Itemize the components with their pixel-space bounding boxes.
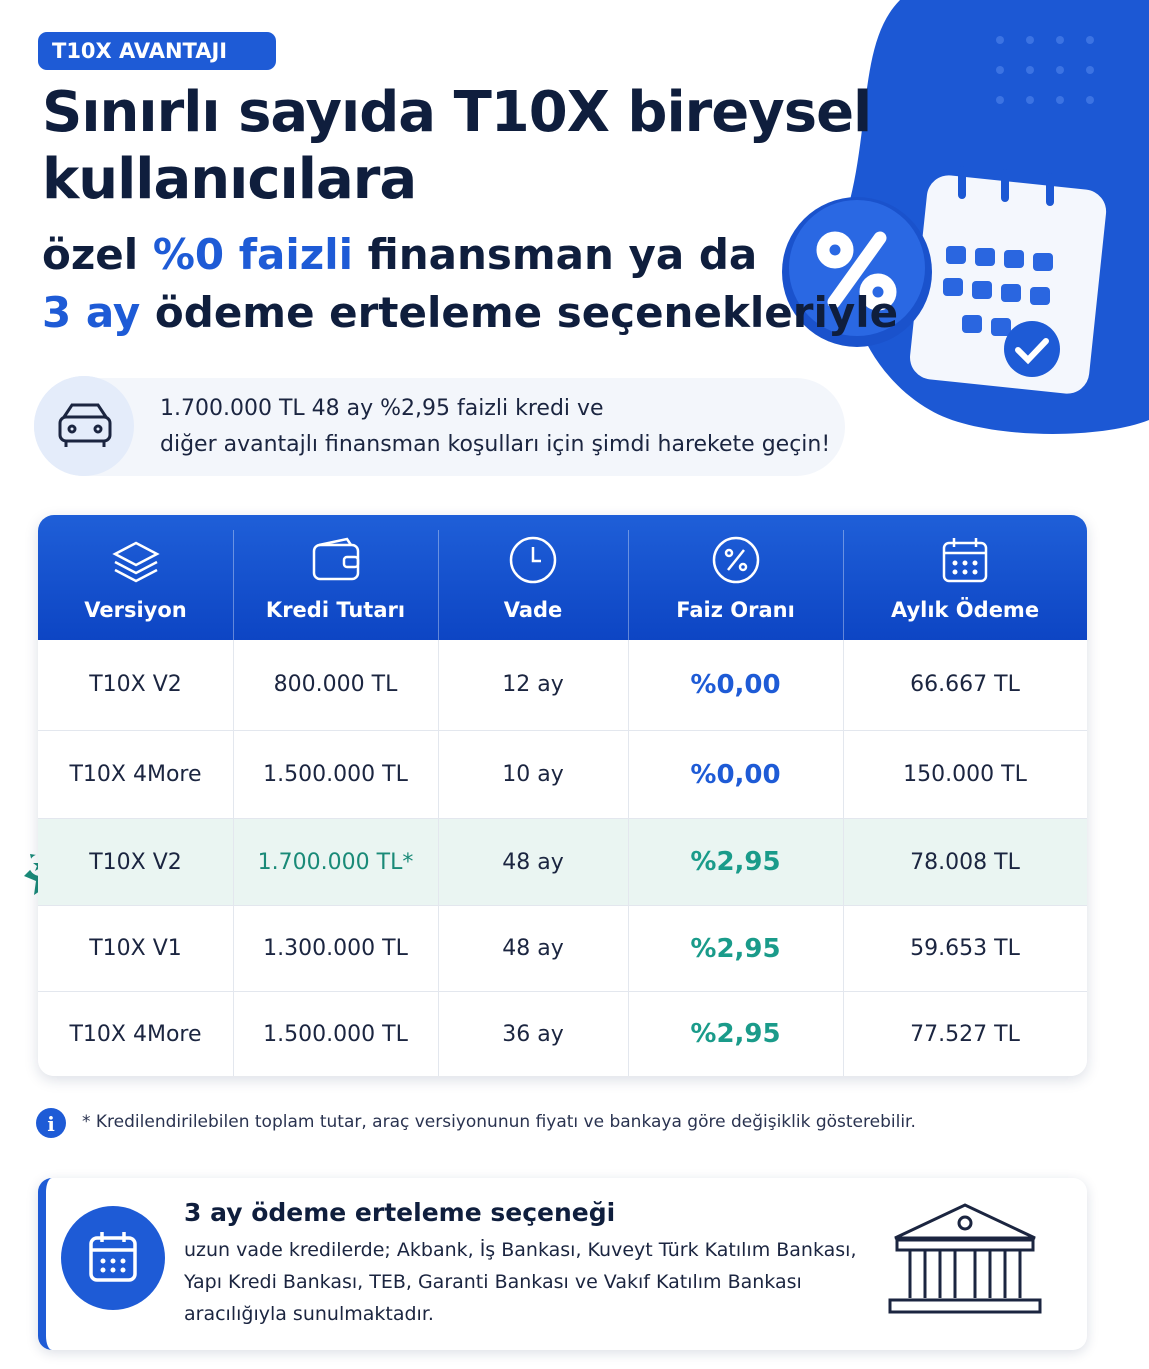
- divider: [438, 992, 439, 1076]
- deferral-text: Yapı Kredi Bankası, TEB, Garanti Bankası…: [184, 1271, 802, 1293]
- table-cell: T10X V1: [89, 936, 182, 961]
- subtitle: 3 ay ödeme erteleme seçenekleriyle: [42, 288, 898, 337]
- divider: [438, 819, 439, 906]
- rate-cell: %2,95: [690, 1019, 781, 1049]
- deferral-title: 3 ay ödeme erteleme seçeneği: [184, 1198, 616, 1227]
- deferral-text: uzun vade kredilerde; Akbank, İş Bankası…: [184, 1239, 857, 1261]
- table-cell: 66.667 TL: [910, 672, 1020, 697]
- header-icon: [942, 538, 988, 583]
- divider: [843, 819, 844, 906]
- divider: [233, 906, 234, 992]
- divider: [843, 906, 844, 992]
- table-cell: T10X 4More: [69, 762, 202, 787]
- table-cell: 48 ay: [502, 850, 564, 875]
- table-row: T10X V2 800.000 TL 12 ay %0,00 66.667 TL: [38, 640, 1087, 730]
- header-icon: [509, 536, 557, 584]
- divider: [233, 640, 234, 730]
- deferral-card: [38, 1178, 1087, 1350]
- table-cell: 77.527 TL: [910, 1022, 1020, 1047]
- table-cell: 12 ay: [502, 672, 564, 697]
- info-text: diğer avantajlı finansman koşulları için…: [160, 432, 831, 457]
- table-row: T10X V1 1.300.000 TL 48 ay %2,95 59.653 TL: [38, 905, 1087, 992]
- table-cell: T10X V2: [89, 672, 182, 697]
- table-cell: 59.653 TL: [910, 936, 1020, 961]
- footnote: * Kredilendirilebilen toplam tutar, araç…: [82, 1112, 916, 1132]
- header-cell: Vade: [503, 598, 563, 622]
- subtitle-highlight: 3 ay: [42, 288, 141, 337]
- table-cell: 1.300.000 TL: [263, 936, 408, 961]
- table-cell: 48 ay: [502, 936, 564, 961]
- header-icon: [312, 537, 359, 581]
- divider: [233, 992, 234, 1076]
- header-cell: Aylık Ödeme: [890, 598, 1040, 622]
- info-text: 1.700.000 TL 48 ay %2,95 faizli kredi ve: [160, 396, 604, 421]
- bank-icon: [888, 1203, 1042, 1314]
- divider: [438, 640, 439, 730]
- header-cell: Versiyon: [84, 598, 187, 622]
- divider: [628, 530, 629, 640]
- rate-cell: %2,95: [690, 847, 781, 877]
- divider: [843, 731, 844, 819]
- badge: T10X AVANTAJI: [38, 32, 276, 70]
- table-cell: T10X V2: [89, 850, 182, 875]
- rate-cell: %0,00: [690, 670, 781, 700]
- divider: [843, 530, 844, 640]
- deferral-text: aracılığıyla sunulmaktadır.: [184, 1303, 434, 1325]
- divider: [628, 992, 629, 1076]
- divider: [628, 819, 629, 906]
- divider: [233, 819, 234, 906]
- divider: [438, 731, 439, 819]
- table-row: T10X V2 1.700.000 TL* 48 ay %2,95 78.008 TL: [38, 818, 1087, 906]
- table-cell: 10 ay: [502, 762, 564, 787]
- table-cell: 150.000 TL: [903, 762, 1027, 787]
- calendar-icon: [61, 1206, 165, 1310]
- divider: [843, 992, 844, 1076]
- table-row: T10X 4More 1.500.000 TL 10 ay %0,00 150.000 …: [38, 730, 1087, 819]
- table-header: Versiyon Kredi Tutarı Vade Faiz Oranı Aylık …: [38, 515, 1087, 640]
- header-cell: Faiz Oranı: [676, 598, 795, 622]
- subtitle-highlight: %0 faizli: [152, 230, 353, 279]
- table-cell: 800.000 TL: [273, 672, 398, 697]
- title: Sınırlı sayıda T10X bireysel: [42, 80, 872, 145]
- title: kullanıcılara: [42, 147, 417, 212]
- car-icon: [34, 376, 134, 476]
- table: Versiyon Kredi Tutarı Vade Faiz Oranı Aylık …: [38, 515, 1087, 1076]
- header-icon: [111, 541, 160, 583]
- table-cell: T10X 4More: [69, 1022, 202, 1047]
- rate-cell: %2,95: [690, 934, 781, 964]
- divider: [233, 731, 234, 819]
- subtitle-text: özel: [42, 230, 139, 279]
- table-row: T10X 4More 1.500.000 TL 36 ay %2,95 77.527 T…: [38, 991, 1087, 1076]
- header-cell: Kredi Tutarı: [265, 598, 406, 622]
- info-box: [42, 378, 845, 476]
- subtitle-text: finansman ya da: [367, 230, 758, 279]
- table-cell: 78.008 TL: [910, 850, 1020, 875]
- divider: [438, 906, 439, 992]
- table-cell: 1.500.000 TL: [263, 1022, 408, 1047]
- divider: [628, 640, 629, 730]
- divider: [233, 530, 234, 640]
- svg-text:i: i: [47, 1112, 55, 1136]
- table-cell: 1.500.000 TL: [263, 762, 408, 787]
- subtitle-text: ödeme erteleme seçenekleriyle: [154, 288, 899, 337]
- table-cell: 1.700.000 TL*: [257, 850, 414, 875]
- divider: [628, 906, 629, 992]
- rate-cell: %0,00: [690, 760, 781, 790]
- header-icon: [712, 536, 759, 584]
- subtitle: özel %0 faizli finansman ya da: [42, 230, 757, 279]
- divider: [438, 530, 439, 640]
- badge-text: T10X AVANTAJI: [52, 39, 228, 63]
- divider: [843, 640, 844, 730]
- table-cell: 36 ay: [502, 1022, 564, 1047]
- divider: [628, 731, 629, 819]
